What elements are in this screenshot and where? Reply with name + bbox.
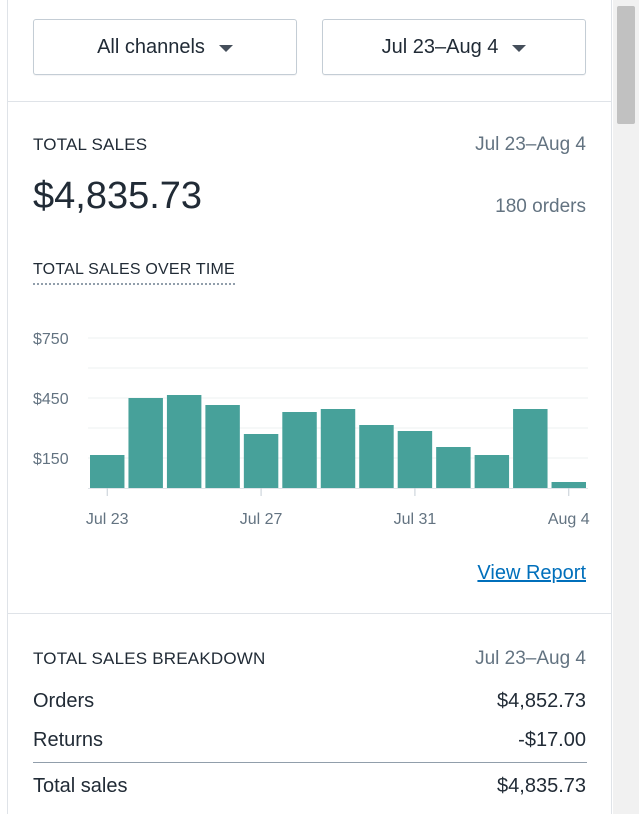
y-tick-label: $450 [33,391,69,408]
bar-jul-26[interactable] [205,405,240,488]
bar-aug-2[interactable] [474,455,510,488]
bar-jul-30[interactable] [359,425,394,488]
y-tick-label: $150 [33,451,69,468]
returns-label: Returns [33,729,104,751]
y-tick-label: $750 [33,331,69,348]
breakdown-date-range: Jul 23–Aug 4 [475,648,586,669]
breakdown-heading: TOTAL SALES BREAKDOWN [33,649,266,668]
orders-value: $4,852.73 [497,690,586,712]
filter-bar: All channels Jul 23–Aug 4 [8,0,612,102]
bar-jul-28[interactable] [282,412,317,488]
total-sales-card: TOTAL SALES Jul 23–Aug 4 $4,835.73 180 o… [8,102,612,614]
chart-x-axis: Jul 23 Jul 27 Jul 31 Aug 4 [86,488,590,528]
bar-jul-29[interactable] [320,409,356,488]
channel-filter-button[interactable]: All channels [33,19,297,75]
orders-count: 180 orders [495,196,586,217]
x-tick-label: Aug 4 [548,511,590,528]
view-report-link[interactable]: View Report [477,562,586,584]
bar-aug-1[interactable] [436,447,471,488]
channel-filter-label: All channels [97,35,205,58]
sales-over-time-chart[interactable]: $150 $450 $750 Jul 23 Jul 27 Jul 31 Aug 4 [8,302,612,542]
bar-jul-27[interactable] [243,434,279,488]
x-tick-label: Jul 27 [240,511,283,528]
chart-y-axis: $150 $450 $750 [33,331,69,468]
scrollbar-thumb[interactable] [617,6,635,124]
bar-jul-31[interactable] [397,431,433,488]
sales-panel: All channels Jul 23–Aug 4 TOTAL SALES Ju… [7,0,612,814]
total-sales-label: Total sales [33,775,128,797]
total-sales-heading: TOTAL SALES [33,135,148,154]
bar-jul-25[interactable] [166,395,202,488]
orders-label: Orders [33,690,95,712]
chart-bars [90,395,586,488]
x-tick-label: Jul 31 [394,511,437,528]
date-range-button[interactable]: Jul 23–Aug 4 [322,19,586,75]
returns-value: -$17.00 [518,729,586,751]
caret-down-icon [512,44,527,52]
breakdown-divider [33,762,587,763]
total-sales-value: $4,835.73 [497,775,586,797]
caret-down-icon [218,44,233,52]
bar-jul-23[interactable] [90,455,125,488]
total-sales-amount: $4,835.73 [33,175,203,217]
total-sales-date-range: Jul 23–Aug 4 [475,134,586,155]
bar-aug-3[interactable] [513,409,548,488]
scrollbar-track[interactable] [613,0,639,814]
bar-jul-24[interactable] [128,398,163,488]
sales-breakdown-card: TOTAL SALES BREAKDOWN Jul 23–Aug 4 Order… [8,614,612,814]
date-range-label: Jul 23–Aug 4 [381,35,499,58]
bar-aug-4[interactable] [551,482,586,488]
sales-over-time-title[interactable]: TOTAL SALES OVER TIME [33,261,235,285]
x-tick-label: Jul 23 [86,511,129,528]
